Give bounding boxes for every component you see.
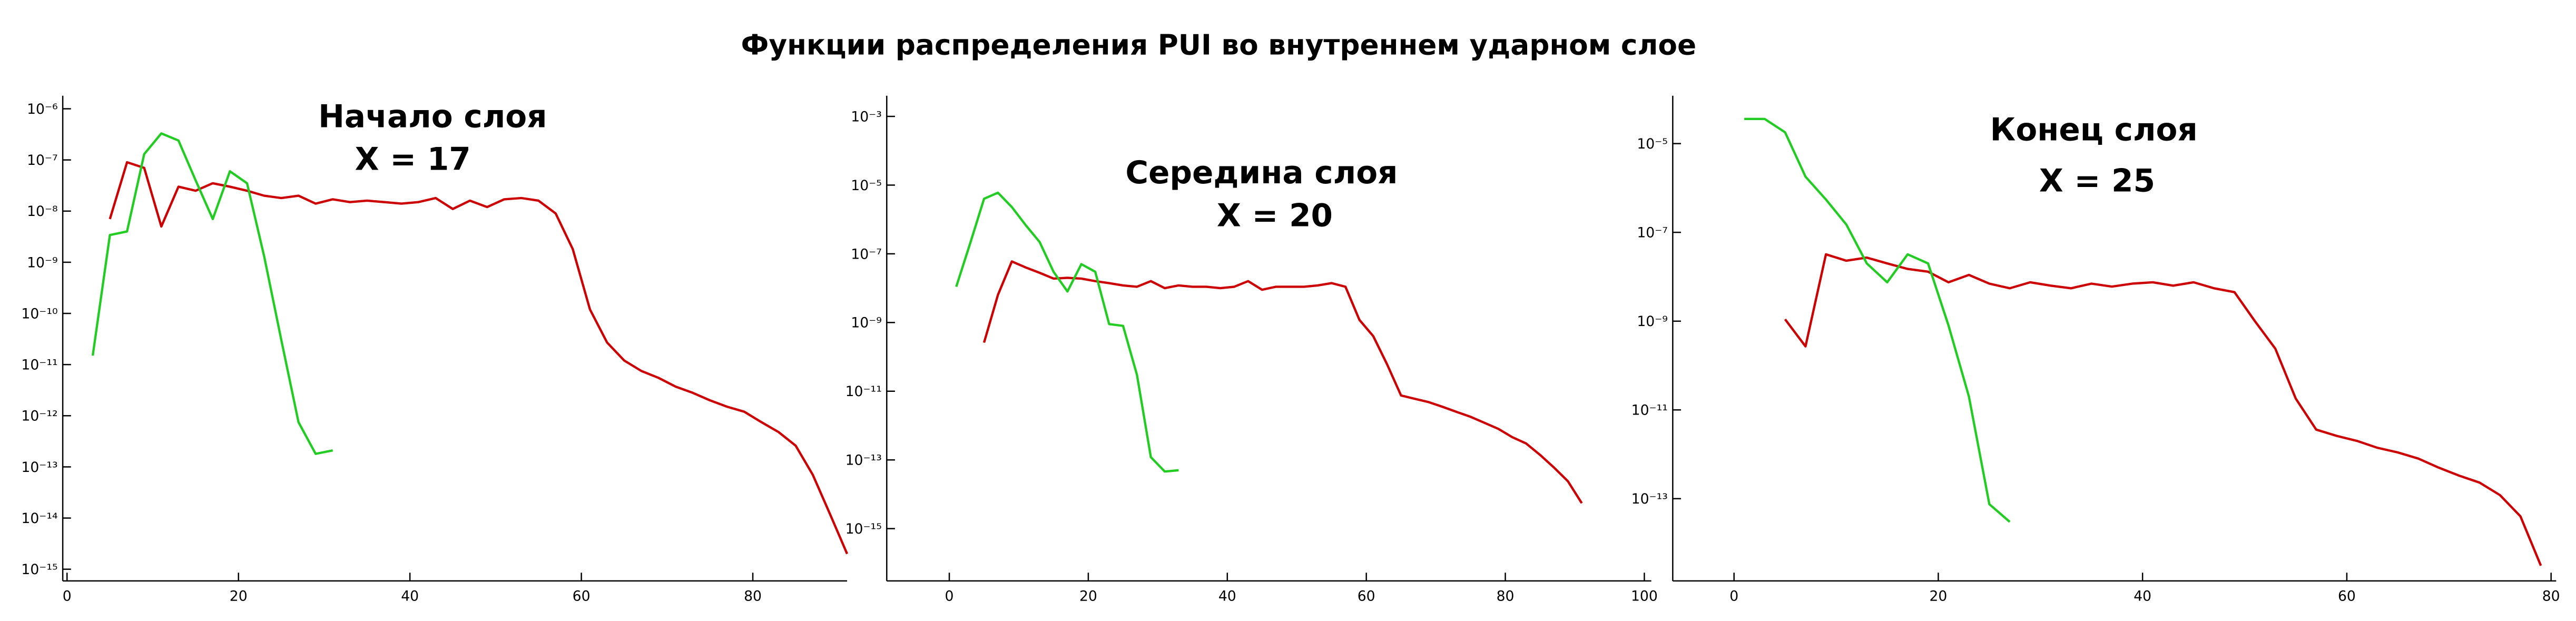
annotation: X = 20 xyxy=(1217,198,1333,234)
y-tick-label: 10⁻¹⁵ xyxy=(21,561,57,578)
annotation: X = 25 xyxy=(2039,163,2155,199)
x-tick-label: 60 xyxy=(573,588,591,605)
y-tick-label: 10⁻⁹ xyxy=(1637,313,1668,330)
y-tick-label: 10⁻¹⁰ xyxy=(21,305,57,322)
series-line xyxy=(955,191,1179,473)
y-tick-label: 10⁻¹³ xyxy=(1631,491,1668,507)
y-tick-label: 10⁻¹³ xyxy=(845,452,882,469)
series-line xyxy=(109,161,849,555)
y-tick-label: 10⁻¹¹ xyxy=(21,357,57,373)
figure-title: Функции распределения PUI во внутреннем … xyxy=(741,28,1697,61)
annotation: Середина слоя xyxy=(1125,155,1398,191)
annotation: Конец слоя xyxy=(1990,112,2198,148)
series-line xyxy=(91,132,333,455)
x-tick-label: 20 xyxy=(1079,588,1097,605)
x-tick-label: 40 xyxy=(2133,588,2151,605)
y-tick-label: 10⁻¹¹ xyxy=(845,383,882,400)
annotation: Начало слоя xyxy=(318,98,547,135)
y-tick-label: 10⁻¹⁴ xyxy=(21,510,57,527)
series-line xyxy=(1744,117,2011,523)
x-tick-label: 0 xyxy=(63,588,72,605)
y-tick-label: 10⁻¹³ xyxy=(21,459,57,476)
x-tick-label: 60 xyxy=(1358,588,1375,605)
x-tick-label: 0 xyxy=(945,588,954,605)
y-tick-label: 10⁻⁷ xyxy=(851,246,882,262)
y-tick-label: 10⁻⁷ xyxy=(27,152,58,169)
y-tick-label: 10⁻⁵ xyxy=(851,178,882,194)
x-tick-label: 0 xyxy=(1729,588,1738,605)
y-tick-label: 10⁻⁷ xyxy=(1637,225,1668,241)
x-tick-label: 80 xyxy=(2542,588,2560,605)
y-tick-label: 10⁻¹² xyxy=(21,408,57,425)
x-tick-label: 100 xyxy=(1631,588,1658,605)
x-tick-label: 80 xyxy=(1497,588,1515,605)
x-tick-label: 60 xyxy=(2338,588,2356,605)
x-tick-label: 40 xyxy=(1218,588,1236,605)
y-tick-label: 10⁻⁶ xyxy=(27,101,58,117)
annotation: X = 17 xyxy=(355,142,471,178)
x-tick-label: 20 xyxy=(1929,588,1947,605)
series-line xyxy=(982,260,1583,504)
y-tick-label: 10⁻¹¹ xyxy=(1631,402,1668,419)
x-tick-label: 40 xyxy=(401,588,419,605)
x-tick-label: 20 xyxy=(230,588,248,605)
x-tick-label: 80 xyxy=(744,588,762,605)
y-tick-label: 10⁻⁵ xyxy=(1637,136,1668,152)
y-tick-label: 10⁻⁸ xyxy=(27,203,58,220)
y-tick-label: 10⁻¹⁵ xyxy=(845,521,882,537)
y-tick-label: 10⁻⁹ xyxy=(851,315,882,331)
series-line xyxy=(1784,253,2542,566)
y-tick-label: 10⁻³ xyxy=(851,109,882,125)
y-tick-label: 10⁻⁹ xyxy=(27,254,58,271)
